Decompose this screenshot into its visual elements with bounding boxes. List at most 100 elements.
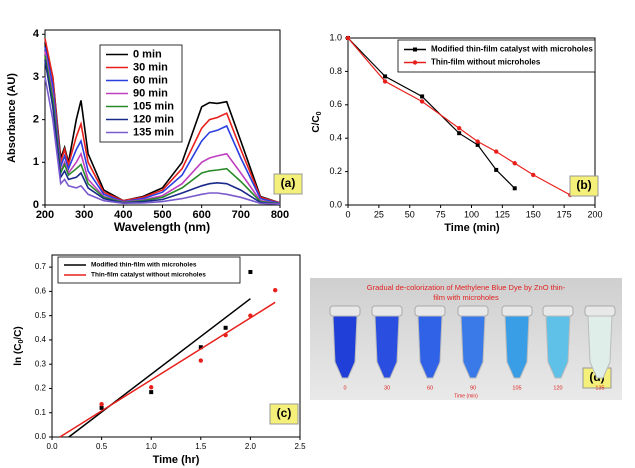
point	[198, 358, 203, 363]
point	[494, 167, 499, 172]
vial-cap	[457, 305, 489, 317]
point	[494, 149, 499, 154]
x-tick-label: 700	[232, 209, 250, 221]
point	[223, 325, 228, 330]
y-tick-label: 0.6	[329, 99, 342, 109]
point	[345, 35, 351, 41]
plot-frame	[51, 254, 301, 438]
vial-label: 60	[427, 385, 433, 391]
legend-label: 90 min	[133, 87, 168, 99]
series-line	[44, 38, 281, 204]
vial-cap	[329, 305, 361, 317]
vial	[417, 315, 443, 379]
annotation-box	[273, 173, 303, 195]
vial-cap	[414, 305, 446, 317]
annotation-box	[569, 175, 599, 197]
point	[198, 345, 203, 350]
legend-label: Modified thin-film with microholes	[91, 262, 197, 269]
y-tick-label: 4	[33, 28, 40, 40]
legend-label: 30 min	[133, 61, 168, 73]
y-axis-label-part: C/C	[311, 115, 322, 132]
point	[273, 287, 278, 293]
point	[99, 405, 104, 410]
y-tick-label: 1	[33, 156, 39, 168]
point	[531, 172, 536, 178]
x-tick-label: 800	[271, 209, 289, 221]
x-tick-label: 200	[587, 209, 602, 219]
y-tick-label: 0	[33, 199, 39, 211]
x-tick-label: 175	[557, 209, 572, 219]
legend-box	[397, 39, 596, 73]
legend-label: Thin-film without microholes	[431, 58, 541, 67]
series-line	[44, 46, 281, 205]
point	[512, 186, 517, 191]
x-tick-label: 500	[153, 209, 171, 221]
x-tick-label: 300	[75, 209, 93, 221]
legend-label: 60 min	[133, 74, 168, 86]
y-tick-label: 0.2	[329, 166, 342, 176]
legend-label: Modified thin-film catalyst with microho…	[431, 45, 593, 54]
point	[383, 74, 388, 79]
vial-label: 0	[343, 385, 346, 391]
x-tick-label: 75	[436, 209, 446, 219]
legend-box	[57, 256, 241, 284]
x-tick-label: 200	[36, 209, 54, 221]
x-tick-label: 2.0	[245, 442, 257, 451]
x-axis-label: Time (hr)	[153, 454, 200, 466]
annotation: (b)	[576, 178, 591, 192]
y-tick-label: 1.0	[329, 32, 342, 42]
vial-label: 120	[553, 385, 562, 391]
x-tick-label: 0.0	[46, 442, 58, 451]
vial-cap	[371, 305, 403, 317]
fit-line	[59, 301, 276, 438]
annotation-box	[269, 403, 299, 425]
y-tick-label: 0.4	[35, 335, 47, 344]
x-tick-label: 100	[464, 209, 479, 219]
x-tick-label: 0.5	[96, 442, 108, 451]
y-tick-label: 0.4	[329, 133, 342, 143]
point	[419, 99, 425, 104]
x-tick-label: 600	[192, 209, 210, 221]
point	[248, 269, 253, 274]
y-tick-label: 3	[33, 71, 39, 83]
y-tick-label: 2	[33, 114, 39, 126]
vial-label: 30	[384, 385, 390, 391]
x-axis-label: Time (min)	[444, 222, 500, 234]
x-tick-label: 400	[114, 209, 132, 221]
fit-line	[68, 298, 251, 438]
y-axis-label-part: /C)	[13, 326, 24, 339]
y-tick-label: 0.2	[35, 384, 47, 393]
legend-marker	[412, 60, 418, 65]
photo-axis-label: Time (min)	[454, 393, 478, 399]
y-tick-label: 0.0	[35, 432, 47, 441]
vial-label: 105	[512, 385, 521, 391]
vial-cap	[584, 305, 616, 317]
x-tick-label: 1.5	[195, 442, 207, 451]
y-axis-label: ln (C0/C)	[13, 326, 26, 365]
vial-label: 90	[470, 385, 476, 391]
vial	[460, 315, 486, 379]
point	[475, 142, 480, 147]
y-axis-label-part: ln (C	[13, 344, 24, 366]
x-tick-label: 50	[405, 209, 415, 219]
vials-photo: Gradual de-colorization of Methylene Blu…	[310, 278, 622, 400]
annotation: (a)	[281, 176, 296, 190]
x-tick-label: 125	[495, 209, 510, 219]
x-tick-label: 0	[345, 209, 350, 219]
y-tick-label: 0.5	[35, 311, 47, 320]
y-tick-label: 0.0	[329, 199, 342, 209]
y-axis-label: C/C0	[311, 111, 324, 132]
photo-caption: Gradual de-colorization of Methylene Blu…	[367, 283, 566, 292]
vial	[374, 315, 400, 379]
vial	[332, 315, 358, 379]
point	[382, 79, 388, 84]
legend-label: 0 min	[133, 48, 162, 60]
vial-label: 135	[595, 385, 604, 391]
legend-marker	[413, 47, 417, 52]
y-axis-label-part: 0	[18, 340, 25, 344]
y-tick-label: 0.1	[35, 408, 47, 417]
point	[457, 131, 462, 136]
annotation: (c)	[277, 406, 292, 420]
vial-cap	[542, 305, 574, 317]
